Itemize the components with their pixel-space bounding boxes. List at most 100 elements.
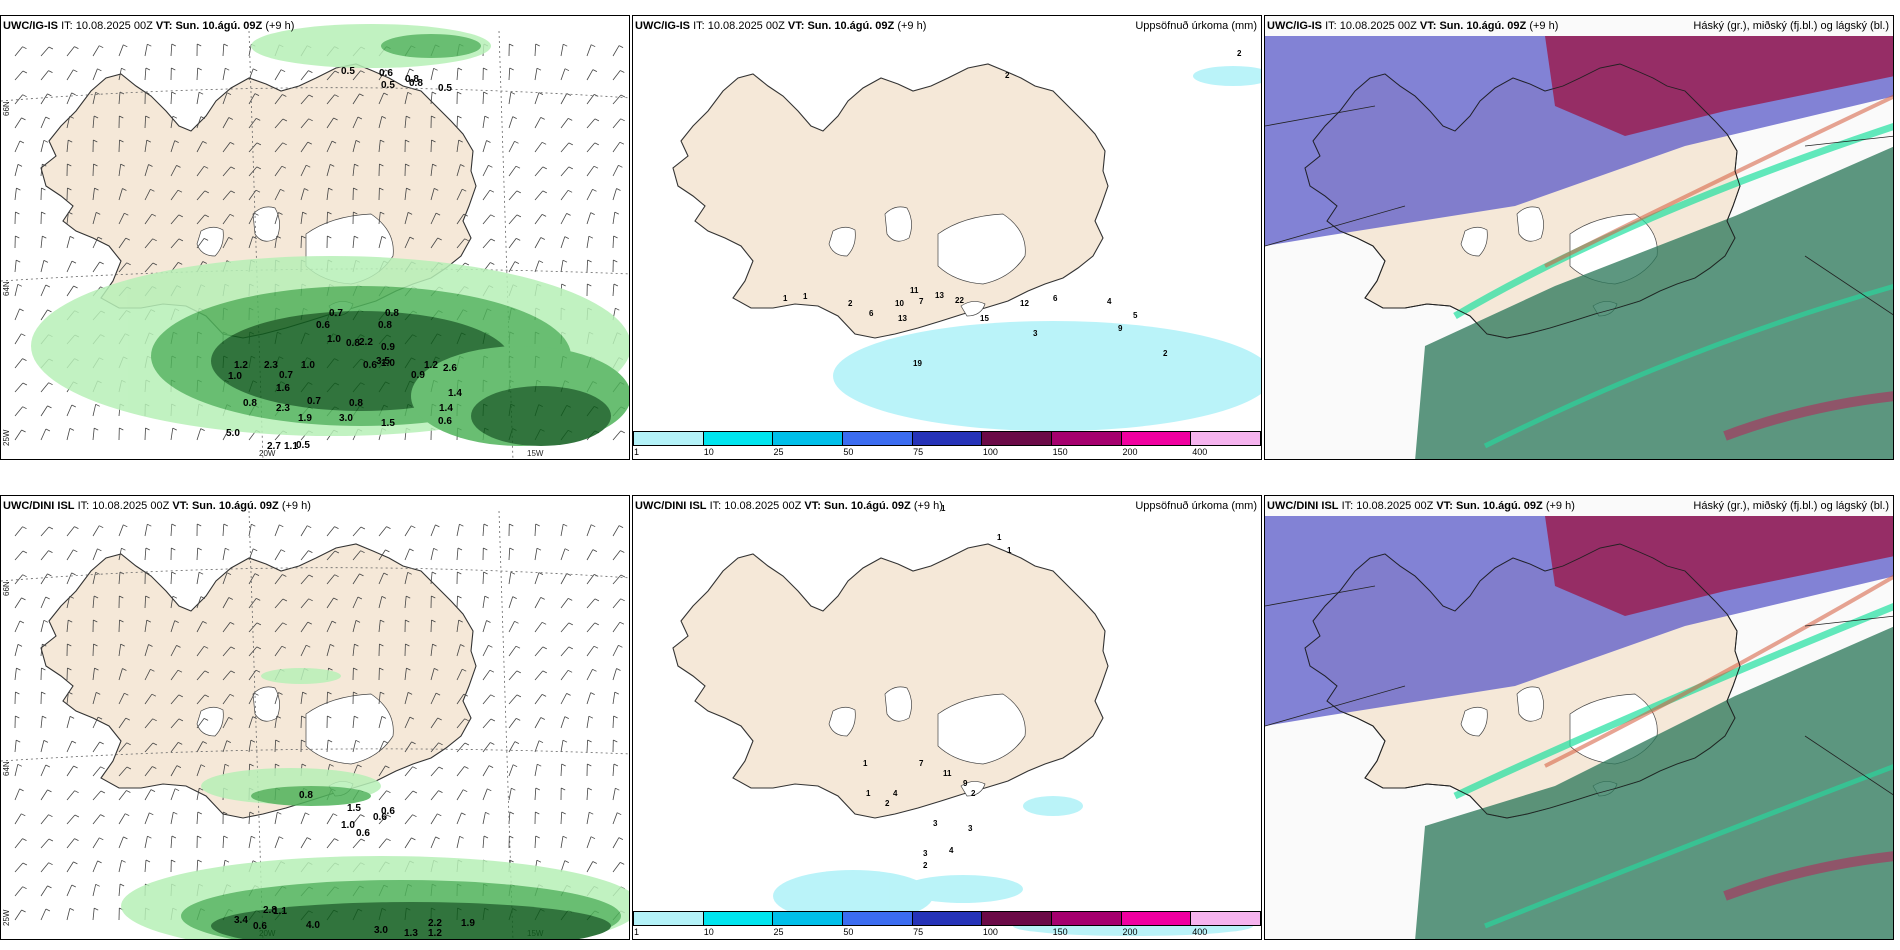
low-cloud-edge — [1484, 764, 1893, 929]
colorbar-tick: 50 — [843, 927, 854, 937]
rain-area-heavy — [211, 902, 611, 939]
colorbar-tick: 10 — [703, 447, 714, 457]
coast-overlay — [1304, 63, 1741, 339]
rain-value: 0.5 — [341, 66, 355, 77]
rain-value: 3.4 — [234, 915, 248, 926]
low-cloud-edge — [1453, 122, 1893, 320]
rain-value: 0.8 — [385, 308, 399, 319]
rain-value: 1.0 — [228, 371, 242, 382]
glacier — [196, 706, 224, 737]
precip-value: 7 — [919, 759, 924, 768]
high-cloud-band — [1723, 851, 1893, 901]
precip-value: 13 — [935, 291, 944, 300]
colorbar-swatch — [1121, 912, 1192, 925]
precip-area — [773, 870, 933, 922]
colorbar-swatch — [634, 432, 704, 445]
panel-wind-rain-bottom: UWC/DINI ISL IT: 10.08.2025 00Z VT: Sun.… — [0, 495, 630, 940]
precip-value: 9 — [963, 779, 968, 788]
precip-area — [903, 875, 1023, 903]
high-cloud-band — [1723, 391, 1893, 441]
precip-value: 3 — [968, 824, 973, 833]
colorbar-swatch — [843, 432, 913, 445]
colorbar-swatch — [703, 912, 774, 925]
colorbar-swatch — [982, 432, 1053, 445]
rain-value: 0.6 — [363, 360, 377, 371]
precip-value: 4 — [949, 846, 954, 855]
colorbar-tick: 10 — [703, 927, 714, 937]
colorbar-tick: 25 — [773, 927, 784, 937]
colorbar-tick: 50 — [843, 447, 854, 457]
iceland-coastline — [672, 543, 1109, 819]
precip-value: 1 — [863, 759, 868, 768]
rain-value: 1.9 — [298, 413, 312, 424]
precip-value: 15 — [980, 314, 989, 323]
glacier — [1516, 686, 1544, 722]
glacier — [884, 206, 912, 242]
low-cloud-area — [1415, 626, 1893, 939]
rain-value: 2.6 — [443, 363, 457, 374]
panel-header: UWC/IG-IS IT: 10.08.2025 00Z VT: Sun. 10… — [1267, 20, 1559, 32]
grid-label-lat64: 64N — [2, 761, 11, 776]
rain-value: 1.4 — [439, 403, 453, 414]
colorbar-tick: 75 — [913, 927, 924, 937]
high-cloud-edge — [1544, 94, 1893, 268]
rain-labels: 0.81.51.00.60.60.63.42.81.10.6 4.0 3.0 1.3 1… — [234, 790, 475, 939]
rain-value: 0.9 — [381, 342, 395, 353]
precip-area — [1193, 66, 1261, 86]
rain-value: 3.0 — [339, 413, 353, 424]
precip-value: 2 — [885, 799, 890, 808]
rain-value: 0.6 — [381, 806, 395, 817]
low-cloud-edge — [1453, 603, 1893, 800]
precip-value: 3 — [1033, 329, 1038, 338]
precip-value: 1 — [866, 789, 871, 798]
panel-clouds-top: UWC/IG-IS IT: 10.08.2025 00Z VT: Sun. 10… — [1264, 15, 1894, 460]
clouds-title: Háský (gr.), miðský (fj.bl.) og lágský (… — [1693, 20, 1889, 32]
panel-precip-top: UWC/IG-IS IT: 10.08.2025 00Z VT: Sun. 10… — [632, 15, 1262, 460]
glacier — [937, 213, 1026, 285]
rain-value: 3.5 — [376, 356, 390, 367]
rain-value: 0.5 — [296, 440, 310, 451]
glacier — [1460, 706, 1488, 737]
precip-value: 2 — [1163, 349, 1168, 358]
panel-header: UWC/DINI ISL IT: 10.08.2025 00Z VT: Sun.… — [635, 500, 943, 512]
cloud-map — [1265, 496, 1893, 939]
high-cloud-area — [1545, 516, 1893, 616]
rain-value: 1.1 — [273, 906, 287, 917]
rain-shading — [31, 24, 629, 446]
rain-value: 1.0 — [381, 358, 395, 369]
precip-value: 19 — [913, 359, 922, 368]
rain-value: 0.8 — [243, 398, 257, 409]
rain-value: 1.2 — [428, 928, 442, 939]
rain-value: 0.6 — [316, 320, 330, 331]
precip-value: 1 — [997, 533, 1002, 542]
precip-value: 1 — [1007, 546, 1012, 555]
graticule — [1, 30, 629, 459]
precip-value: 2 — [971, 789, 976, 798]
cloud-layers — [1265, 36, 1893, 459]
rain-value: 0.7 — [307, 396, 321, 407]
colorbar-swatch — [1052, 432, 1122, 445]
colorbar-tick: 200 — [1122, 927, 1138, 937]
colorbar-swatch — [1191, 912, 1261, 925]
rain-value: 1.2 — [234, 360, 248, 371]
precip-value: 2 — [1005, 71, 1010, 80]
rain-value: 1.0 — [341, 820, 355, 831]
colorbar-swatch — [1052, 912, 1122, 925]
colorbar-tick: 25 — [773, 447, 784, 457]
glacier — [960, 301, 986, 317]
colorbar-swatch — [843, 912, 913, 925]
panel-header: UWC/IG-IS IT: 10.08.2025 00Z VT: Sun. 10… — [3, 20, 295, 32]
colorbar-tick: 200 — [1122, 447, 1138, 457]
rain-labels: 0.5 0.60.50.80.50.80.7 0.80.6 0.81.0 2.20.8 0… — [226, 66, 462, 452]
rain-value: 1.2 — [424, 360, 438, 371]
grid-label-lat66: 66N — [2, 581, 11, 596]
panel-header: UWC/DINI ISL IT: 10.08.2025 00Z VT: Sun.… — [3, 500, 311, 512]
grid-label-lon25: 25W — [2, 909, 11, 926]
precip-value: 1 — [941, 504, 946, 513]
colorbar-swatch — [773, 432, 844, 445]
rain-value: 0.7 — [329, 308, 343, 319]
